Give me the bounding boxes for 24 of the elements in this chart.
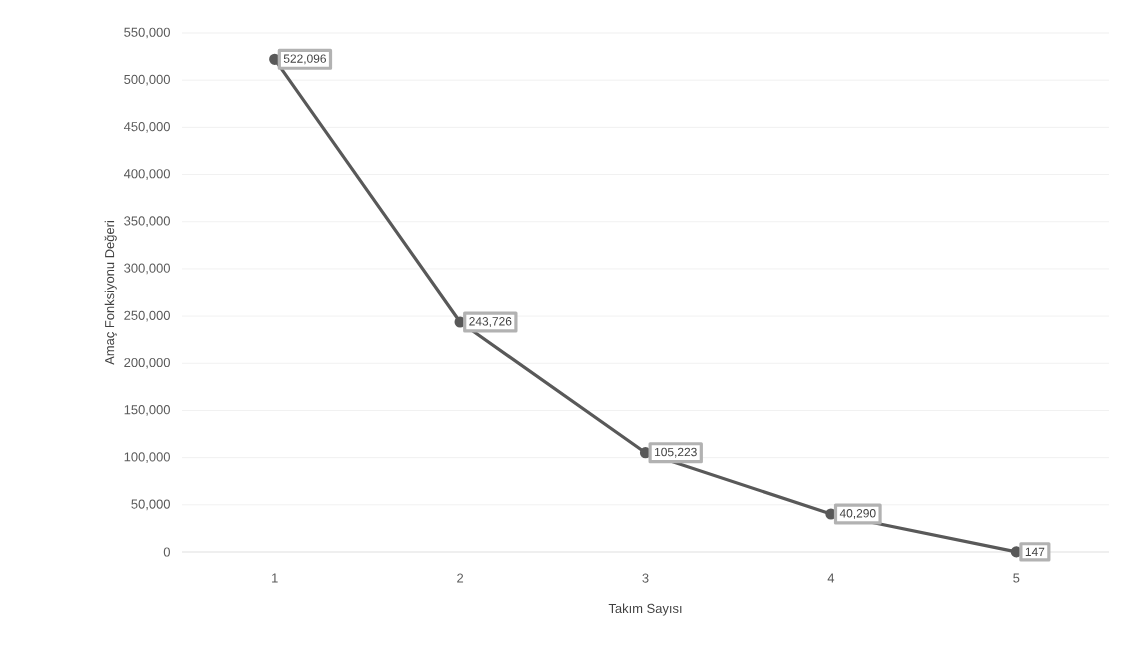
y-tick-label: 0 (163, 547, 170, 557)
data-label: 243,726 (469, 317, 512, 327)
x-tick-label: 4 (827, 573, 835, 583)
y-tick-label: 550,000 (124, 27, 170, 39)
y-tick-label: 50,000 (131, 499, 170, 511)
y-tick-label: 100,000 (124, 452, 170, 463)
y-tick-label: 350,000 (124, 216, 170, 228)
x-axis-title: Takım Sayısı (608, 603, 682, 616)
x-tick-label: 1 (272, 573, 278, 583)
x-tick-label: 2 (457, 573, 464, 583)
data-label: 105,223 (655, 447, 697, 458)
y-tick-label: 150,000 (124, 405, 170, 416)
x-tick-label: 5 (1013, 573, 1020, 583)
x-tick-label: 3 (642, 573, 649, 583)
data-label: 147 (1025, 547, 1045, 556)
data-label: 522,096 (283, 54, 326, 65)
y-tick-label: 250,000 (124, 310, 170, 322)
data-label: 40,290 (839, 509, 876, 519)
y-axis-title: Amaç Fonksiyonu Değeri (104, 221, 117, 365)
y-tick-label: 200,000 (124, 357, 170, 369)
y-tick-label: 450,000 (123, 122, 170, 133)
y-tick-label: 500,000 (124, 74, 170, 86)
y-tick-label: 400,000 (123, 169, 170, 180)
y-tick-label: 300,000 (124, 263, 170, 275)
